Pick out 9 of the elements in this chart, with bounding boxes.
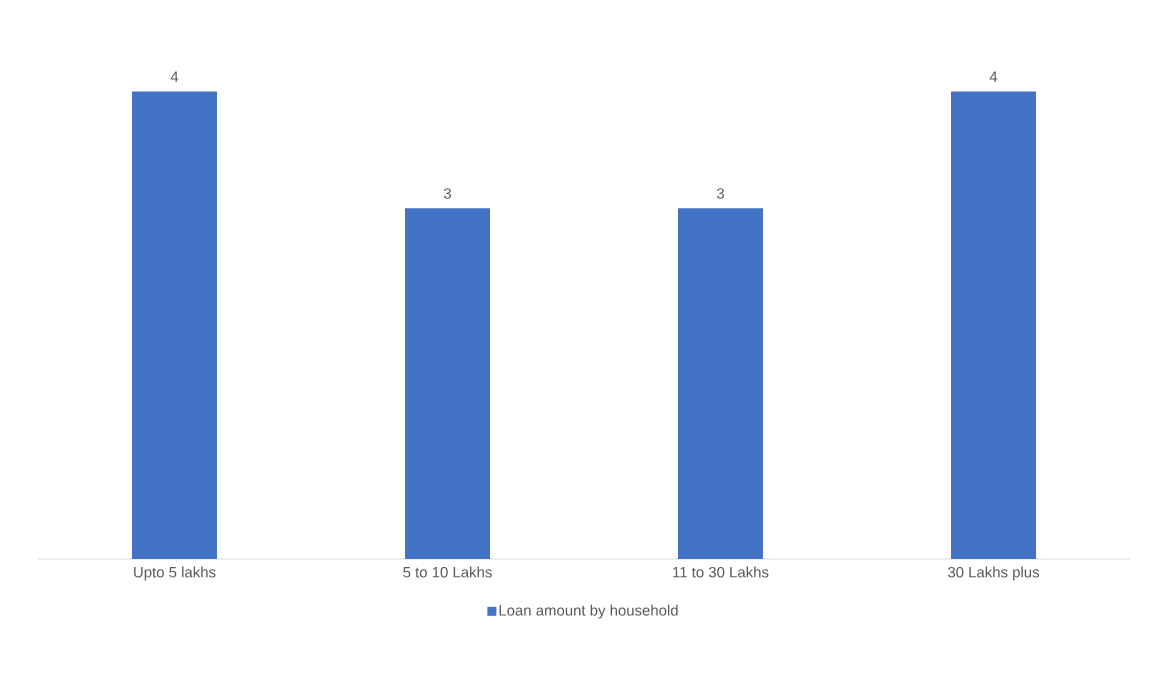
x-tick-label: 30 Lakhs plus [947, 566, 1040, 581]
data-label: 4 [170, 71, 179, 82]
data-label: 3 [716, 188, 724, 199]
x-tick-label: Upto 5 lakhs [134, 566, 216, 581]
x-tick-label: 5 to 10 Lakhs [403, 566, 492, 578]
data-label: 4 [989, 71, 998, 82]
x-tick-label: 11 to 30 Lakhs [673, 566, 769, 578]
legend-label: Loan amount by household [499, 604, 678, 619]
data-label: 3 [443, 188, 451, 199]
